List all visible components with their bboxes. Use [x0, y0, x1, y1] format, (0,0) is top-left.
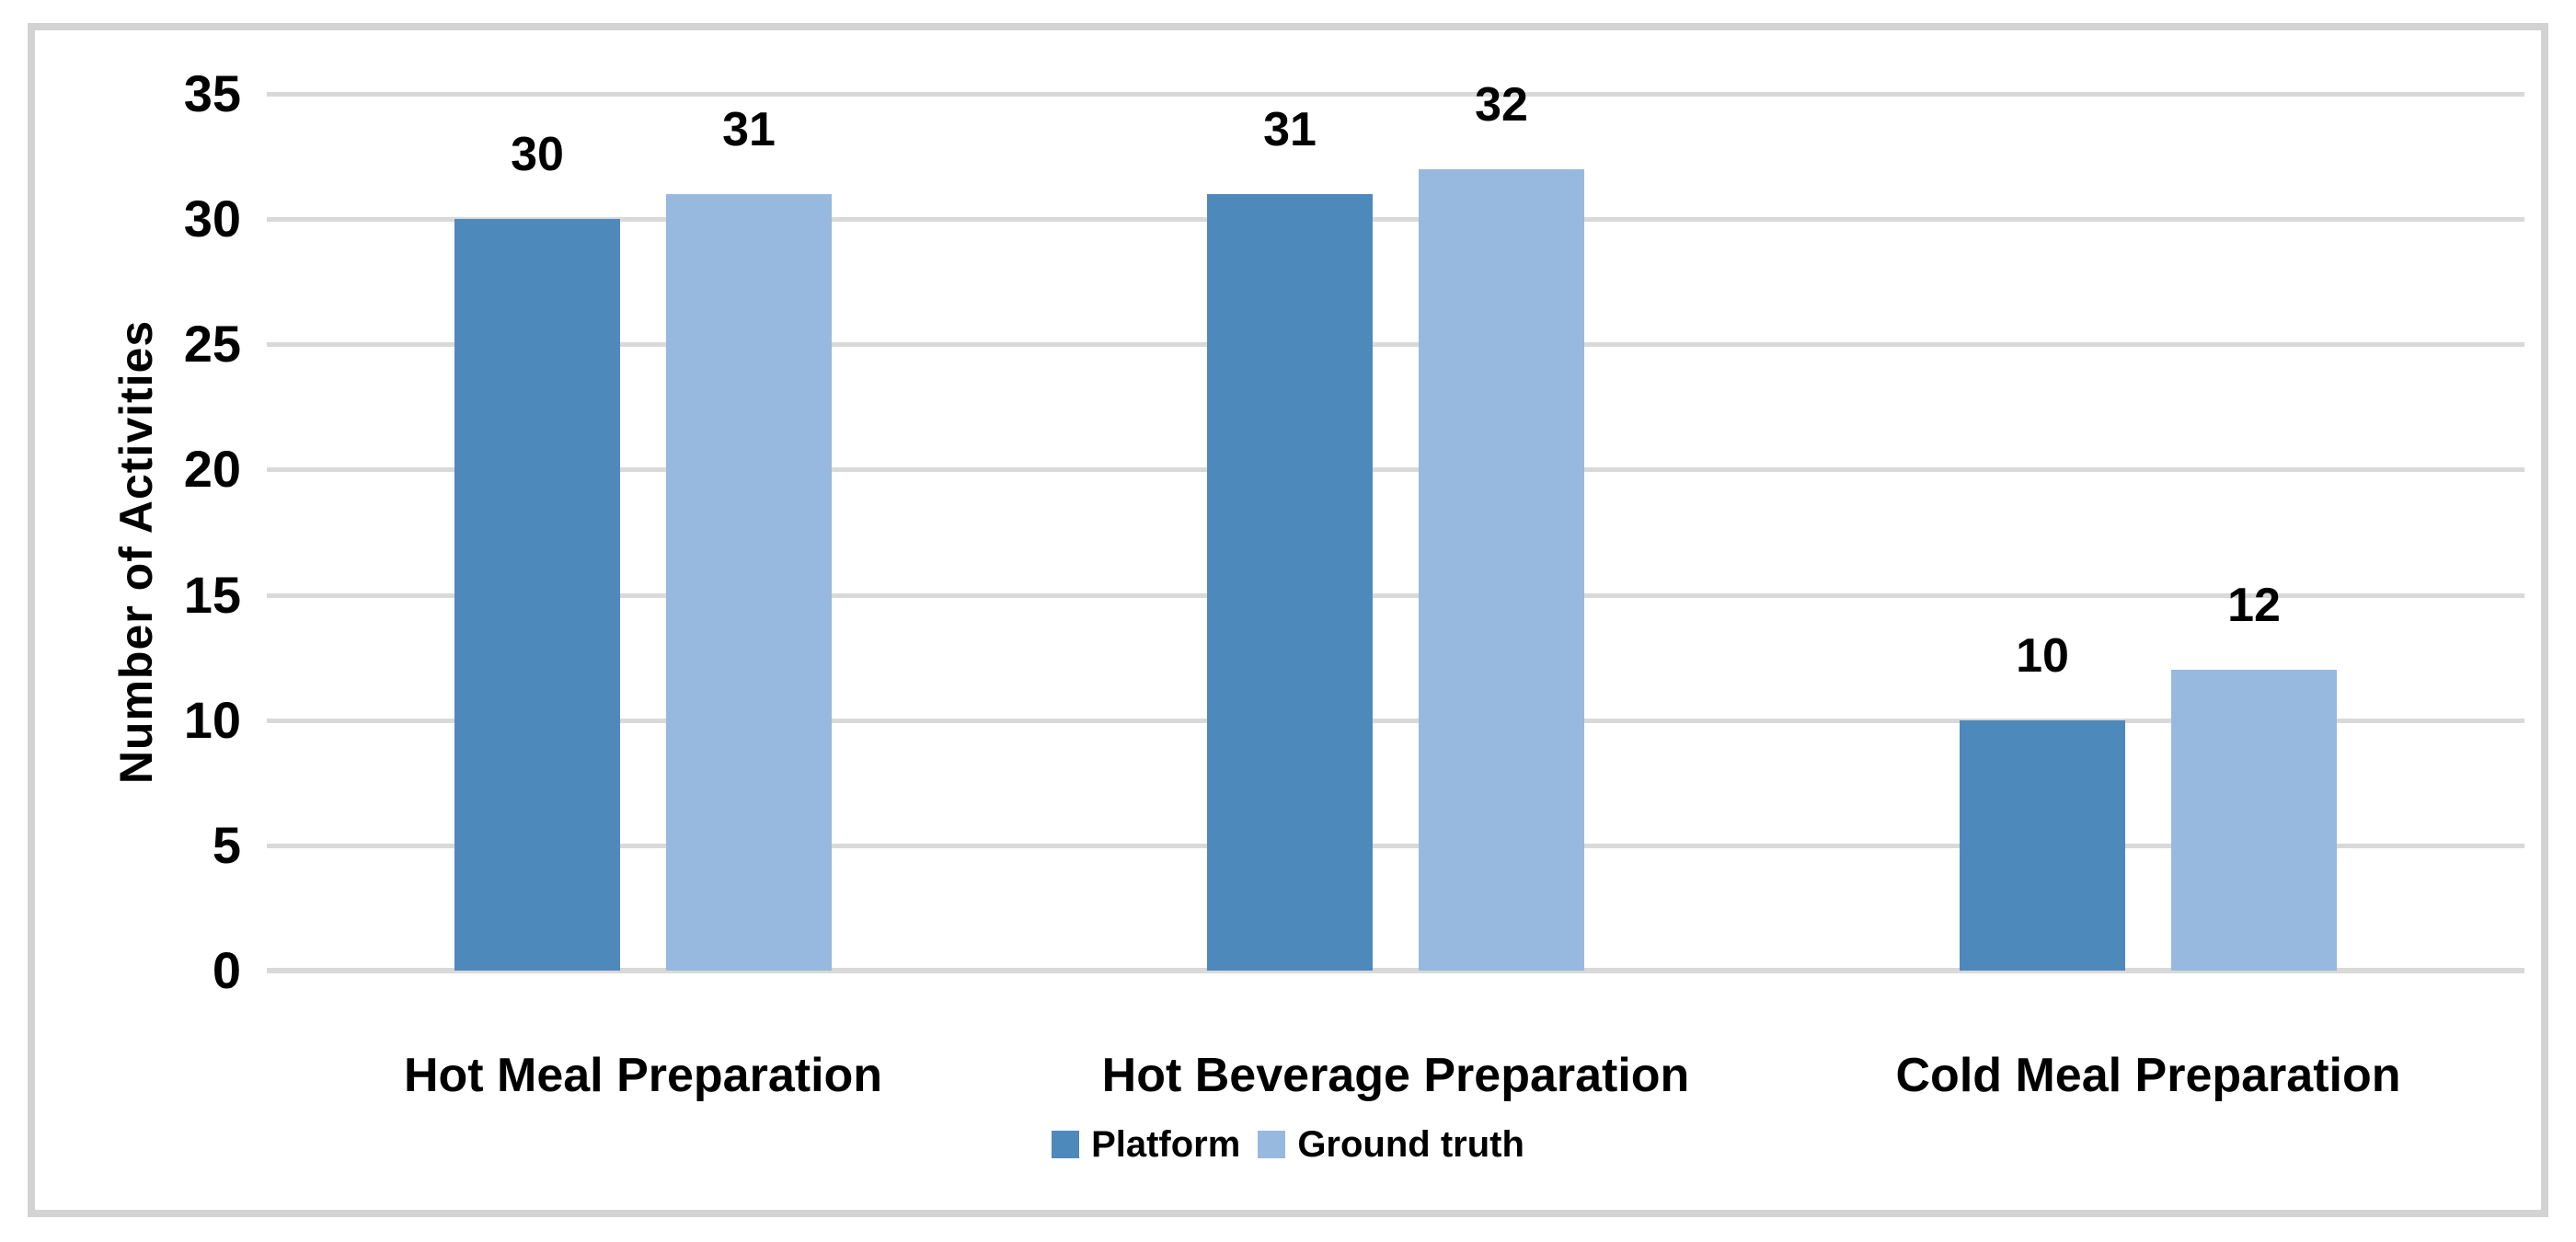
gridline [267, 968, 2524, 973]
y-tick-label: 25 [183, 315, 241, 374]
bar-ground-truth [666, 193, 832, 971]
x-axis-category-label: Hot Meal Preparation [403, 1049, 883, 1102]
y-tick-label: 0 [212, 941, 241, 999]
bar-value-label: 31 [722, 102, 776, 156]
y-tick-label: 30 [183, 190, 241, 248]
bar-ground-truth [2171, 670, 2337, 971]
x-axis-category-label: Hot Beverage Preparation [1101, 1049, 1690, 1102]
legend-label: Ground truth [1297, 1124, 1524, 1165]
plot-area: 30 31 31 32 10 12 [267, 79, 2524, 973]
bar-value-label: 30 [511, 128, 564, 182]
x-axis-labels: Hot Meal Preparation Hot Beverage Prepara… [267, 1048, 2524, 1112]
bar-platform [1207, 193, 1373, 971]
gridline [267, 92, 2524, 97]
x-axis-category-label: Cold Meal Preparation [1895, 1049, 2401, 1102]
gridline [267, 843, 2524, 848]
gridline [267, 718, 2524, 723]
y-tick-label: 10 [183, 690, 241, 749]
legend-label: Platform [1091, 1124, 1241, 1165]
gridline [267, 592, 2524, 598]
y-tick-label: 20 [183, 440, 241, 499]
bar-value-label: 12 [2227, 579, 2281, 633]
y-axis-ticks: 0 5 10 15 20 25 30 35 [35, 66, 241, 998]
bar-platform [1960, 719, 2125, 971]
bar-value-label: 10 [2016, 628, 2069, 683]
gridline [267, 467, 2524, 473]
gridline [267, 217, 2524, 223]
bar-ground-truth [1419, 168, 1584, 971]
bar-platform [454, 219, 620, 971]
gridline [267, 342, 2524, 348]
bar-value-label: 32 [1475, 77, 1528, 132]
legend-swatch [1258, 1131, 1286, 1158]
legend-item-platform: Platform [1052, 1123, 1240, 1166]
y-tick-label: 15 [183, 565, 241, 624]
chart-frame: Number of Activities 0 5 10 15 20 25 30 35 30 31… [28, 23, 2548, 1217]
bar-value-label: 31 [1263, 102, 1317, 156]
y-tick-label: 5 [212, 815, 241, 874]
legend-swatch [1052, 1131, 1080, 1158]
y-tick-label: 35 [183, 64, 241, 122]
legend-item-ground-truth: Ground truth [1258, 1123, 1524, 1166]
legend: Platform Ground truth [35, 1123, 2541, 1166]
